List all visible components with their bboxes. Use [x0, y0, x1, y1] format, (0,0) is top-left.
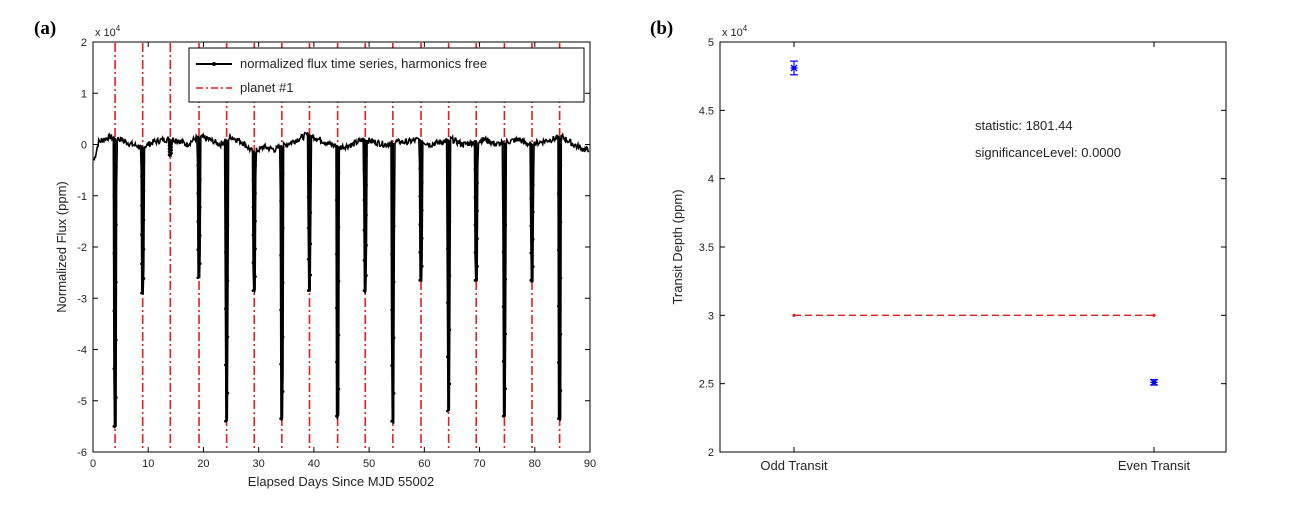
plot-b-y-label: Transit Depth (ppm) — [670, 189, 685, 304]
flux-line — [93, 131, 590, 429]
plot-b-y-tick-label: 5 — [708, 37, 714, 49]
plot-a-y-tick-label: -3 — [77, 293, 87, 305]
plot-b-y-tick-label: 2.5 — [699, 379, 714, 391]
plot-a-y-tick-label: 1 — [81, 88, 87, 100]
plot-a-x-tick-label: 60 — [418, 458, 430, 470]
plot-b-frame — [719, 41, 1227, 453]
plot-a-x-tick-label: 20 — [197, 458, 209, 470]
plot-b-y-tick-label: 3 — [708, 310, 714, 322]
plot-a-y-tick-label: 2 — [81, 37, 87, 49]
legend-label-planet: planet #1 — [240, 80, 294, 95]
plot-a-x-tick-label: 0 — [90, 458, 96, 470]
plot-a-y-tick-label: -6 — [77, 447, 87, 459]
depth-point — [1150, 378, 1158, 386]
plot-a-x-ticks: 0 10 20 30 40 50 60 70 80 90 — [90, 42, 596, 470]
panel-b: (b) 5 4.5 4 3.5 3 2.5 2 Odd Transit Even Transi… — [650, 18, 1227, 473]
plot-a-y-tick-label: -5 — [77, 396, 87, 408]
mean-depth-marker — [792, 313, 796, 317]
plot-b-y-tick-label: 4 — [708, 174, 714, 186]
plot-a-y-ticks: 2 1 0 -1 -2 -3 -4 -5 -6 — [77, 37, 590, 459]
panel-b-label: (b) — [650, 18, 673, 39]
plot-a-x-tick-label: 50 — [363, 458, 375, 470]
plot-a-frame — [92, 41, 591, 453]
legend: normalized flux time series, harmonics f… — [188, 47, 585, 103]
plot-a-y-label: Normalized Flux (ppm) — [54, 181, 69, 312]
plot-a-x-tick-label: 30 — [253, 458, 265, 470]
plot-a-y-tick-label: -2 — [77, 242, 87, 254]
flux-series — [93, 131, 590, 429]
plot-b-x-tick-label: Even Transit — [1118, 458, 1191, 473]
plot-b-y-tick-label: 3.5 — [699, 242, 714, 254]
plot-b-x-tick-label: Odd Transit — [760, 458, 828, 473]
legend-marker-flux — [212, 62, 216, 66]
plot-a-y-multiplier: x 104 — [95, 24, 121, 39]
plot-a-x-tick-label: 40 — [308, 458, 320, 470]
plot-a-y-tick-label: -4 — [77, 345, 87, 357]
annotation-statistic: statistic: 1801.44 — [975, 118, 1073, 133]
legend-box — [188, 47, 585, 103]
plot-b-y-tick-label: 4.5 — [699, 105, 714, 117]
plot-b-marks — [790, 60, 1158, 386]
plot-b-x-ticks: Odd Transit Even Transit — [760, 42, 1191, 473]
plot-a-y-tick-label: 0 — [81, 140, 87, 152]
mean-depth-marker — [1152, 313, 1156, 317]
panel-a: (a) 210-1-2-3-4-5-6 0 10 20 30 40 50 60 70 80 90 … — [34, 18, 596, 489]
plot-a-x-tick-label: 10 — [142, 458, 154, 470]
plot-a-x-label: Elapsed Days Since MJD 55002 — [248, 474, 434, 489]
plot-a-x-tick-label: 70 — [473, 458, 485, 470]
panel-a-label: (a) — [34, 18, 56, 39]
legend-label-flux: normalized flux time series, harmonics f… — [240, 56, 487, 71]
plot-b-y-ticks: 5 4.5 4 3.5 3 2.5 2 — [699, 37, 1226, 459]
plot-b-y-tick-label: 2 — [708, 447, 714, 459]
depth-point — [790, 64, 798, 72]
annotation-significance: significanceLevel: 0.0000 — [975, 145, 1121, 160]
plot-a-y-tick-label: -1 — [77, 191, 87, 203]
plot-b-y-multiplier: x 104 — [722, 24, 748, 39]
plot-a-x-tick-label: 80 — [529, 458, 541, 470]
plot-a-x-tick-label: 90 — [584, 458, 596, 470]
